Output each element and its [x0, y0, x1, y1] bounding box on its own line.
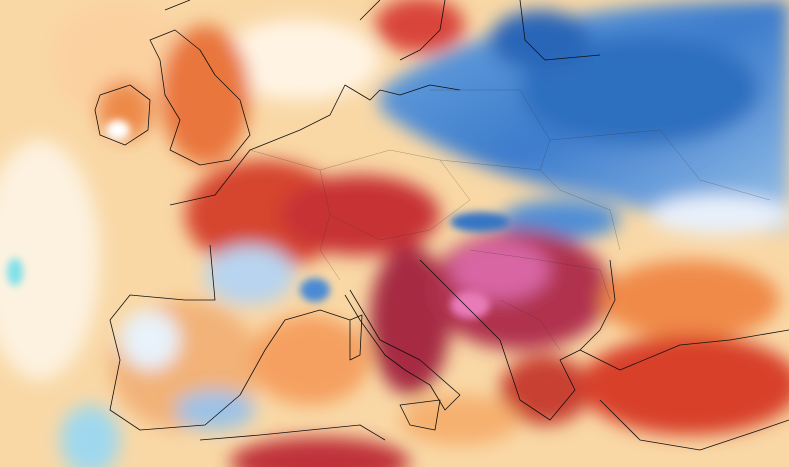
coast-turkey-south — [599, 399, 789, 451]
spot-pink — [450, 291, 490, 319]
field-pale-ukraine — [650, 195, 789, 235]
coast-sicily — [399, 399, 441, 431]
borders — [249, 89, 771, 351]
field-warm-alps — [280, 175, 440, 255]
field-hot-italy — [370, 245, 450, 395]
border-ukraine — [549, 129, 771, 201]
field-hot-core — [450, 240, 550, 300]
border-serbia — [499, 299, 561, 351]
field-cold-baltic — [490, 10, 590, 70]
field-pale-north-sea — [220, 20, 380, 100]
field-cool-iberia — [120, 310, 180, 370]
coast-baltic — [519, 0, 601, 61]
spot-cold-pannonia — [450, 212, 510, 232]
coast-ireland — [94, 84, 151, 146]
spot-cool-pyrenees — [300, 278, 330, 302]
field-pale-west — [0, 140, 100, 380]
coast-balkans — [419, 259, 616, 421]
coastlines — [94, 0, 789, 451]
coast-turkey — [579, 329, 789, 371]
field-warm-greece — [500, 355, 590, 425]
border-balkan — [469, 249, 611, 301]
field-cold-core — [520, 35, 760, 145]
detail-layer — [7, 120, 510, 319]
spot-white-ireland — [106, 120, 130, 140]
coast-north — [169, 84, 461, 206]
coast-britain — [149, 0, 251, 166]
coast-italy — [344, 289, 461, 411]
coast-africa — [199, 424, 386, 441]
border-poland — [430, 89, 551, 171]
border-germany — [319, 149, 471, 241]
field-cool-atlantic — [60, 405, 120, 467]
field-warm-britain — [160, 25, 250, 165]
field-warm-africa — [230, 437, 410, 467]
spot-cyan — [7, 258, 23, 286]
field-atlantic — [50, 0, 190, 120]
coast-scandinavia — [359, 0, 446, 61]
coast-iberia-france — [109, 244, 351, 431]
field-cool-sw-france — [205, 245, 295, 305]
border-poland-south — [439, 159, 621, 251]
field-warm-blacksea — [600, 260, 780, 340]
field-west-med — [250, 315, 370, 405]
field-cool-andalusia — [175, 390, 255, 430]
field-cold-hungary — [500, 200, 620, 240]
field-central-med — [400, 395, 520, 445]
field-warm-turkey — [580, 335, 789, 435]
coast-sardinia — [349, 314, 363, 361]
